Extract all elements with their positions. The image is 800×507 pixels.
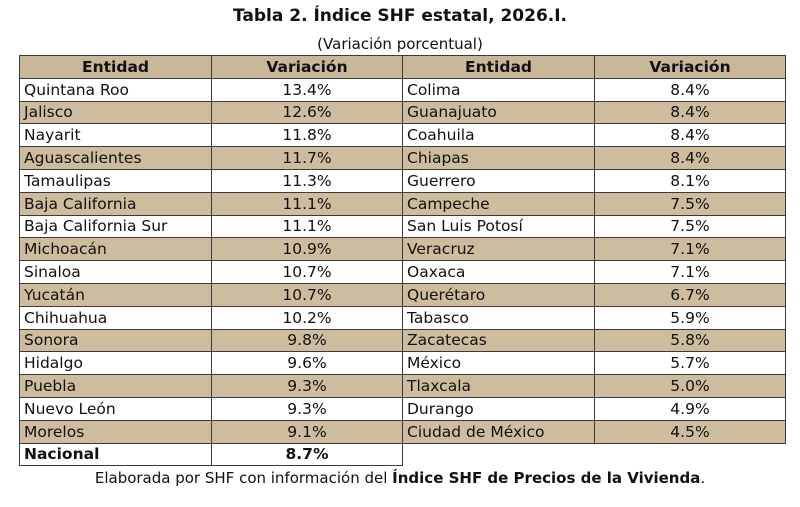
entity-cell-right: Durango bbox=[402, 396, 595, 421]
national-label: Nacional bbox=[19, 442, 212, 467]
table-row: Baja California 11.1% Campeche 7.5% bbox=[19, 191, 786, 216]
variation-cell-left: 10.7% bbox=[211, 282, 403, 307]
entity-cell-right: Colima bbox=[402, 77, 595, 102]
table-row: Hidalgo 9.6% México 5.7% bbox=[19, 351, 786, 376]
entity-cell-left: Chihuahua bbox=[19, 305, 212, 330]
variation-cell-left: 11.1% bbox=[211, 214, 403, 239]
entity-cell-right: Ciudad de México bbox=[402, 419, 595, 444]
empty-cell bbox=[402, 443, 595, 466]
variation-cell-left: 9.6% bbox=[211, 351, 403, 376]
variation-cell-left: 10.7% bbox=[211, 260, 403, 284]
variation-cell-left: 9.1% bbox=[211, 419, 403, 444]
variation-cell-right: 8.1% bbox=[594, 168, 786, 193]
table-title: Tabla 2. Índice SHF estatal, 2026.I. bbox=[232, 6, 568, 26]
variation-cell-right: 8.4% bbox=[594, 77, 786, 102]
table-body: Quintana Roo 13.4% Colima 8.4% Jalisco 12.6% G… bbox=[19, 77, 786, 467]
variation-cell-left: 11.1% bbox=[211, 191, 403, 216]
variation-cell-right: 5.7% bbox=[594, 351, 786, 376]
entity-cell-left: Hidalgo bbox=[19, 351, 212, 376]
entity-cell-left: Baja California bbox=[19, 191, 212, 216]
variation-cell-right: 5.9% bbox=[594, 305, 786, 330]
variation-cell-right: 7.1% bbox=[594, 260, 786, 284]
variation-cell-right: 7.1% bbox=[594, 237, 786, 262]
entity-cell-right: Guanajuato bbox=[402, 100, 595, 125]
table-row: Nayarit 11.8% Coahuila 8.4% bbox=[19, 123, 786, 148]
entity-cell-right: Coahuila bbox=[402, 123, 595, 148]
variation-cell-right: 7.5% bbox=[594, 214, 786, 239]
shf-index-table: Entidad Variación Entidad Variación Quin… bbox=[19, 55, 786, 467]
header-variacion-left: Variación bbox=[211, 55, 403, 79]
empty-cell bbox=[594, 443, 786, 466]
entity-cell-right: Querétaro bbox=[402, 282, 595, 307]
entity-cell-right: Veracruz bbox=[402, 237, 595, 262]
variation-cell-right: 8.4% bbox=[594, 146, 786, 170]
header-entidad-left: Entidad bbox=[19, 55, 212, 79]
entity-cell-right: Campeche bbox=[402, 191, 595, 216]
entity-cell-right: Chiapas bbox=[402, 146, 595, 170]
entity-cell-left: Quintana Roo bbox=[19, 77, 212, 102]
table-row: Michoacán 10.9% Veracruz 7.1% bbox=[19, 237, 786, 262]
table-row: Morelos 9.1% Ciudad de México 4.5% bbox=[19, 419, 786, 444]
table-row: Sonora 9.8% Zacatecas 5.8% bbox=[19, 328, 786, 353]
entity-cell-right: Oaxaca bbox=[402, 260, 595, 284]
variation-cell-right: 6.7% bbox=[594, 282, 786, 307]
table-row: Nuevo León 9.3% Durango 4.9% bbox=[19, 396, 786, 421]
table-subtitle: (Variación porcentual) bbox=[317, 35, 483, 53]
variation-cell-left: 11.3% bbox=[211, 168, 403, 193]
table-row: Aguascalientes 11.7% Chiapas 8.4% bbox=[19, 146, 786, 170]
variation-cell-left: 11.8% bbox=[211, 123, 403, 148]
variation-cell-right: 5.0% bbox=[594, 374, 786, 398]
footnote-source: Índice SHF de Precios de la Vivienda bbox=[392, 469, 701, 487]
entity-cell-right: Zacatecas bbox=[402, 328, 595, 353]
variation-cell-right: 5.8% bbox=[594, 328, 786, 353]
table-row: Tamaulipas 11.3% Guerrero 8.1% bbox=[19, 168, 786, 193]
entity-cell-left: Tamaulipas bbox=[19, 168, 212, 193]
variation-cell-left: 11.7% bbox=[211, 146, 403, 170]
table-row: Yucatán 10.7% Querétaro 6.7% bbox=[19, 282, 786, 307]
entity-cell-right: San Luis Potosí bbox=[402, 214, 595, 239]
national-value: 8.7% bbox=[211, 442, 403, 467]
entity-cell-left: Nuevo León bbox=[19, 396, 212, 421]
entity-cell-left: Yucatán bbox=[19, 282, 212, 307]
entity-cell-left: Sonora bbox=[19, 328, 212, 353]
entity-cell-right: México bbox=[402, 351, 595, 376]
entity-cell-left: Jalisco bbox=[19, 100, 212, 125]
variation-cell-left: 12.6% bbox=[211, 100, 403, 125]
variation-cell-right: 4.5% bbox=[594, 419, 786, 444]
table-row: Quintana Roo 13.4% Colima 8.4% bbox=[19, 77, 786, 102]
entity-cell-left: Nayarit bbox=[19, 123, 212, 148]
header-variacion-right: Variación bbox=[594, 55, 786, 79]
national-row: Nacional 8.7% bbox=[19, 442, 786, 467]
variation-cell-right: 4.9% bbox=[594, 396, 786, 421]
variation-cell-left: 10.9% bbox=[211, 237, 403, 262]
variation-cell-left: 9.3% bbox=[211, 396, 403, 421]
footnote-prefix: Elaborada por SHF con información del bbox=[94, 469, 393, 487]
variation-cell-left: 13.4% bbox=[211, 77, 403, 102]
variation-cell-left: 10.2% bbox=[211, 305, 403, 330]
entity-cell-left: Michoacán bbox=[19, 237, 212, 262]
entity-cell-left: Puebla bbox=[19, 374, 212, 398]
entity-cell-left: Aguascalientes bbox=[19, 146, 212, 170]
variation-cell-right: 8.4% bbox=[594, 100, 786, 125]
table-footnote: Elaborada por SHF con información del Ín… bbox=[0, 469, 800, 487]
entity-cell-left: Morelos bbox=[19, 419, 212, 444]
entity-cell-right: Tlaxcala bbox=[402, 374, 595, 398]
table-header-row: Entidad Variación Entidad Variación bbox=[19, 55, 786, 79]
variation-cell-left: 9.8% bbox=[211, 328, 403, 353]
entity-cell-right: Guerrero bbox=[402, 168, 595, 193]
entity-cell-right: Tabasco bbox=[402, 305, 595, 330]
variation-cell-right: 7.5% bbox=[594, 191, 786, 216]
table-row: Chihuahua 10.2% Tabasco 5.9% bbox=[19, 305, 786, 330]
entity-cell-left: Baja California Sur bbox=[19, 214, 212, 239]
entity-cell-left: Sinaloa bbox=[19, 260, 212, 284]
table-row: Baja California Sur 11.1% San Luis Potosí 7… bbox=[19, 214, 786, 239]
footnote-suffix: . bbox=[700, 469, 706, 487]
table-row: Sinaloa 10.7% Oaxaca 7.1% bbox=[19, 260, 786, 284]
variation-cell-left: 9.3% bbox=[211, 374, 403, 398]
table-row: Jalisco 12.6% Guanajuato 8.4% bbox=[19, 100, 786, 125]
header-entidad-right: Entidad bbox=[402, 55, 595, 79]
variation-cell-right: 8.4% bbox=[594, 123, 786, 148]
table-row: Puebla 9.3% Tlaxcala 5.0% bbox=[19, 374, 786, 398]
